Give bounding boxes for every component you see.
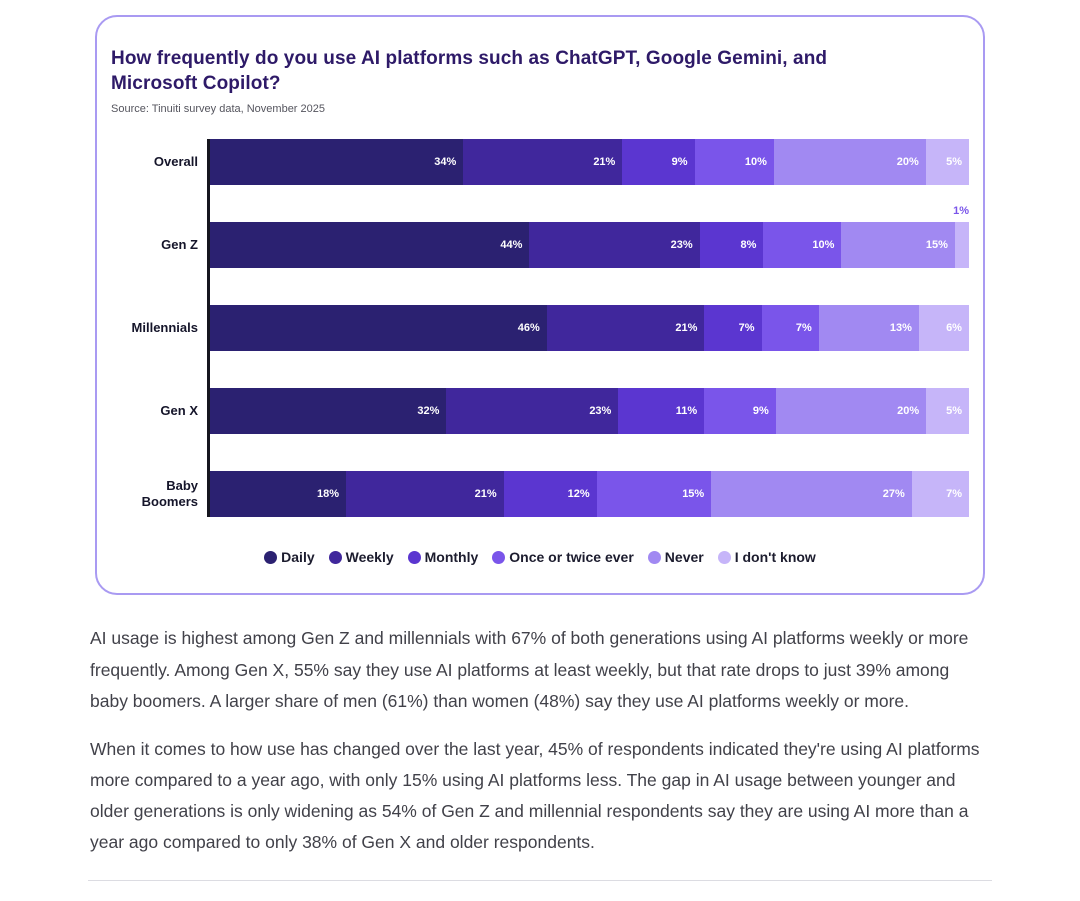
legend-item-weekly: Weekly [328, 549, 394, 566]
segment-once-or-twice-ever: 9% [704, 388, 776, 435]
segment-daily: 44% [210, 222, 530, 269]
legend-dot-icon [492, 550, 506, 564]
chart-title: How frequently do you use AI platforms s… [111, 48, 828, 94]
legend-item-daily: Daily [264, 549, 315, 566]
legend-dot-icon [407, 550, 421, 564]
segment-i-don-t-know [954, 222, 969, 269]
segment-never: 20% [775, 388, 927, 435]
chart-plot-area: Overall 34% 21% 9% 10% 20% 5% Gen Z 44% 23% 8% 10% 1… [111, 139, 970, 518]
chart-row-gen-x: Gen X 32% 23% 11% 9% 20% 5% [111, 388, 969, 435]
segment-monthly: 8% [699, 222, 764, 269]
segment-weekly: 23% [529, 222, 700, 269]
legend-label-once-or-twice-ever: Once or twice ever [509, 549, 634, 566]
article-page: How frequently do you use AI platforms s… [0, 15, 1080, 882]
segment-monthly: 11% [618, 388, 705, 435]
legend-dot-icon [264, 550, 278, 564]
segment-weekly: 23% [446, 388, 619, 435]
stacked-bar-chart: Overall 34% 21% 9% 10% 20% 5% Gen Z 44% 23% 8% 10% 1… [111, 139, 970, 565]
segment-i-don-t-know: 5% [925, 139, 970, 186]
chart-source: Source: Tinuiti survey data, November 20… [111, 103, 326, 116]
legend-dot-icon [647, 550, 661, 564]
category-label-overall: Overall [153, 154, 198, 170]
paragraph-usage-change: When it comes to how use has changed ove… [90, 738, 980, 853]
segment-weekly: 21% [463, 139, 623, 186]
category-label-baby-boomers: Baby Boomers [141, 478, 198, 510]
category-label-millennials: Millennials [131, 320, 198, 336]
segment-monthly: 9% [622, 139, 695, 186]
segment-once-or-twice-ever: 10% [694, 139, 774, 186]
paragraph-ai-usage: AI usage is highest among Gen Z and mill… [90, 628, 969, 711]
segment-monthly: 12% [503, 471, 597, 518]
legend-item-never: Never [647, 549, 704, 566]
segment-daily: 18% [210, 471, 347, 518]
segment-never: 13% [818, 305, 919, 352]
segment-once-or-twice-ever: 10% [763, 222, 842, 269]
outside-value-label-gen-z: 1% [953, 205, 969, 218]
segment-daily: 34% [210, 139, 464, 186]
segment-once-or-twice-ever: 15% [596, 471, 712, 518]
segment-daily: 32% [210, 388, 447, 435]
legend-item-once-or-twice-ever: Once or twice ever [492, 549, 634, 565]
bottom-divider [88, 880, 992, 882]
legend-item-monthly: Monthly [407, 549, 479, 566]
stacked-bar-millennials: 46% 21% 7% 7% 13% 6% [210, 305, 969, 352]
chart-row-overall: Overall 34% 21% 9% 10% 20% 5% [111, 139, 970, 186]
segment-weekly: 21% [346, 471, 504, 518]
legend-label-monthly: Monthly [424, 549, 479, 566]
segment-never: 15% [841, 222, 955, 269]
stacked-bar-baby-boomers: 18% 21% 12% 15% 27% 7% [210, 471, 969, 518]
legend-label-weekly: Weekly [345, 549, 394, 566]
legend-label-never: Never [664, 549, 704, 566]
segment-weekly: 21% [546, 305, 705, 352]
segment-i-don-t-know: 7% [911, 471, 969, 518]
segment-once-or-twice-ever: 7% [761, 305, 819, 352]
chart-row-baby-boomers: Baby Boomers 18% 21% 12% 15% 27% 7% [111, 471, 969, 518]
stacked-bar-gen-z: 44% 23% 8% 10% 15% 1% [210, 205, 969, 269]
chart-row-millennials: Millennials 46% 21% 7% 7% 13% 6% [111, 305, 969, 352]
segment-i-don-t-know: 6% [918, 305, 969, 352]
stacked-bar-overall: 34% 21% 9% 10% 20% 5% [210, 139, 970, 186]
chart-legend: Daily Weekly Monthly Once or twice ever Neve… [111, 549, 969, 565]
segment-i-don-t-know: 5% [926, 388, 969, 435]
stacked-bar-gen-x: 32% 23% 11% 9% 20% 5% [210, 388, 969, 435]
chart-card: How frequently do you use AI platforms s… [95, 15, 985, 596]
segment-never: 27% [711, 471, 912, 518]
segment-never: 20% [773, 139, 926, 186]
legend-label-i-don-t-know: I don't know [734, 549, 816, 566]
article-body: AI usage is highest among Gen Z and mill… [90, 623, 990, 858]
legend-dot-icon [717, 550, 731, 564]
category-label-gen-z: Gen Z [161, 237, 198, 253]
y-axis-line [207, 139, 210, 518]
chart-row-gen-z: Gen Z 44% 23% 8% 10% 15% 1% [111, 205, 969, 269]
legend-item-i-don-t-know: I don't know [717, 549, 816, 566]
category-label-gen-x: Gen X [160, 403, 198, 419]
segment-daily: 46% [210, 305, 547, 352]
legend-dot-icon [328, 550, 342, 564]
segment-monthly: 7% [704, 305, 762, 352]
legend-label-daily: Daily [281, 549, 315, 566]
